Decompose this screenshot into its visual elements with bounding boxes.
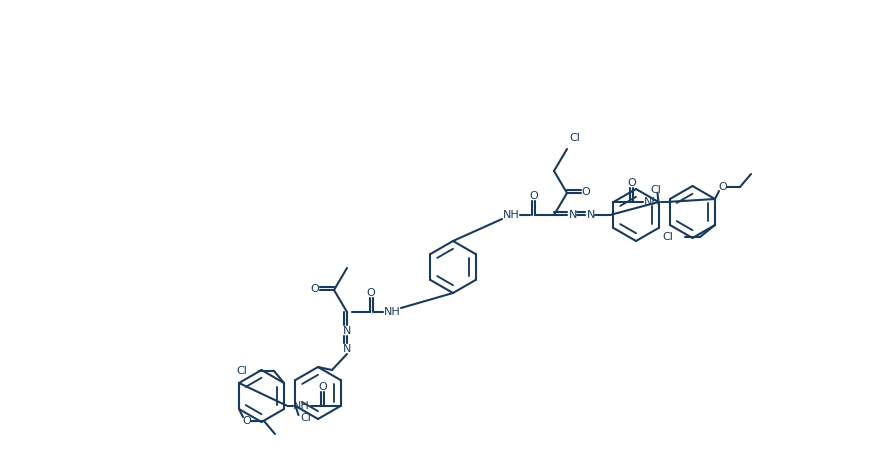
Text: O: O <box>318 382 327 392</box>
Text: O: O <box>366 288 375 298</box>
Text: Cl: Cl <box>236 366 247 376</box>
Text: Cl: Cl <box>300 413 311 423</box>
Text: N: N <box>587 210 595 220</box>
Text: Cl: Cl <box>661 232 672 242</box>
Text: NH: NH <box>292 401 309 411</box>
Text: Cl: Cl <box>649 185 660 195</box>
Text: O: O <box>243 416 251 426</box>
Text: N: N <box>342 326 351 336</box>
Text: O: O <box>581 187 590 197</box>
Text: N: N <box>342 344 351 354</box>
Text: O: O <box>310 284 319 294</box>
Text: Cl: Cl <box>568 133 579 143</box>
Text: O: O <box>626 178 635 188</box>
Text: NH: NH <box>502 210 519 220</box>
Text: O: O <box>718 182 727 192</box>
Text: N: N <box>568 210 577 220</box>
Text: NH: NH <box>383 307 400 317</box>
Text: NH: NH <box>643 197 660 207</box>
Text: O: O <box>529 191 538 201</box>
